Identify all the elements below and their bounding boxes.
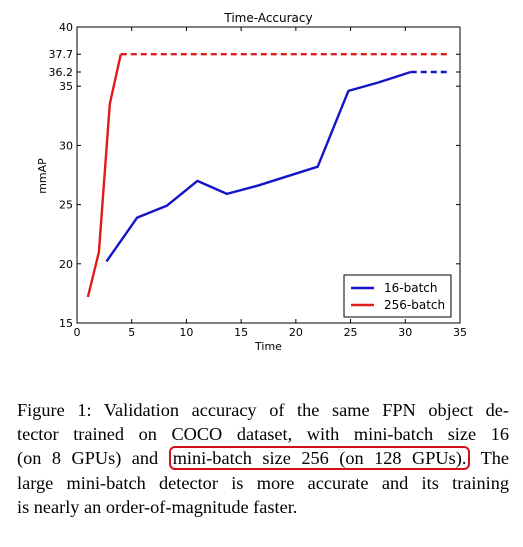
x-tick-label-25: 25 bbox=[344, 326, 358, 339]
chart-title: Time-Accuracy bbox=[223, 11, 312, 25]
y-tick-label-40: 40 bbox=[59, 21, 73, 34]
caption-line-4: large mini-batch detector is more accura… bbox=[17, 472, 509, 493]
y-tick-label-37.7: 37.7 bbox=[49, 48, 74, 61]
x-tick-label-35: 35 bbox=[453, 326, 467, 339]
legend-label-256-batch: 256-batch bbox=[384, 298, 445, 312]
y-tick-label-20: 20 bbox=[59, 258, 73, 271]
y-tick-label-36.2: 36.2 bbox=[49, 66, 74, 79]
legend-label-16-batch: 16-batch bbox=[384, 281, 437, 295]
plot-frame bbox=[76, 26, 461, 324]
figure-caption: Figure 1: Validation accuracy of the sam… bbox=[17, 398, 509, 519]
x-tick-label-15: 15 bbox=[234, 326, 248, 339]
caption-line-1: Figure 1: Validation accuracy of the sam… bbox=[17, 400, 509, 420]
y-tick-label-30: 30 bbox=[59, 139, 73, 152]
y-tick-label-25: 25 bbox=[59, 199, 73, 212]
caption-line-5: is nearly an order-of-magnitude faster. bbox=[17, 496, 298, 517]
caption-line-3-end: The bbox=[470, 448, 510, 469]
legend-box bbox=[343, 274, 452, 318]
caption-line-3-start: (on 8 GPUs) and bbox=[17, 448, 169, 469]
x-tick-label-0: 0 bbox=[74, 326, 81, 339]
time-accuracy-chart: Time-Accuracy 0 5 10 15 20 25 30 35152025303536… bbox=[36, 11, 468, 353]
x-tick-label-30: 30 bbox=[398, 326, 412, 339]
x-tick-label-10: 10 bbox=[179, 326, 193, 339]
y-tick-label-15: 15 bbox=[59, 317, 73, 330]
series-line-256-batch bbox=[86, 53, 122, 298]
series-line-16-batch bbox=[105, 70, 412, 263]
y-tick-label-35: 35 bbox=[59, 80, 73, 93]
plot-area: 0 5 10 15 20 25 30 35152025303536.237.74016-bat… bbox=[49, 21, 468, 339]
caption-line-2: tector trained on COCO dataset, with min… bbox=[17, 424, 509, 445]
y-axis-label: mmAP bbox=[36, 158, 49, 194]
caption-line-3: (on 8 GPUs) and mini-batch size 256 (on … bbox=[17, 446, 510, 471]
x-tick-label-5: 5 bbox=[128, 326, 135, 339]
caption-highlight: mini-batch size 256 (on 128 GPUs). bbox=[168, 446, 471, 471]
x-axis-label: Time bbox=[254, 340, 282, 353]
x-tick-label-20: 20 bbox=[289, 326, 303, 339]
